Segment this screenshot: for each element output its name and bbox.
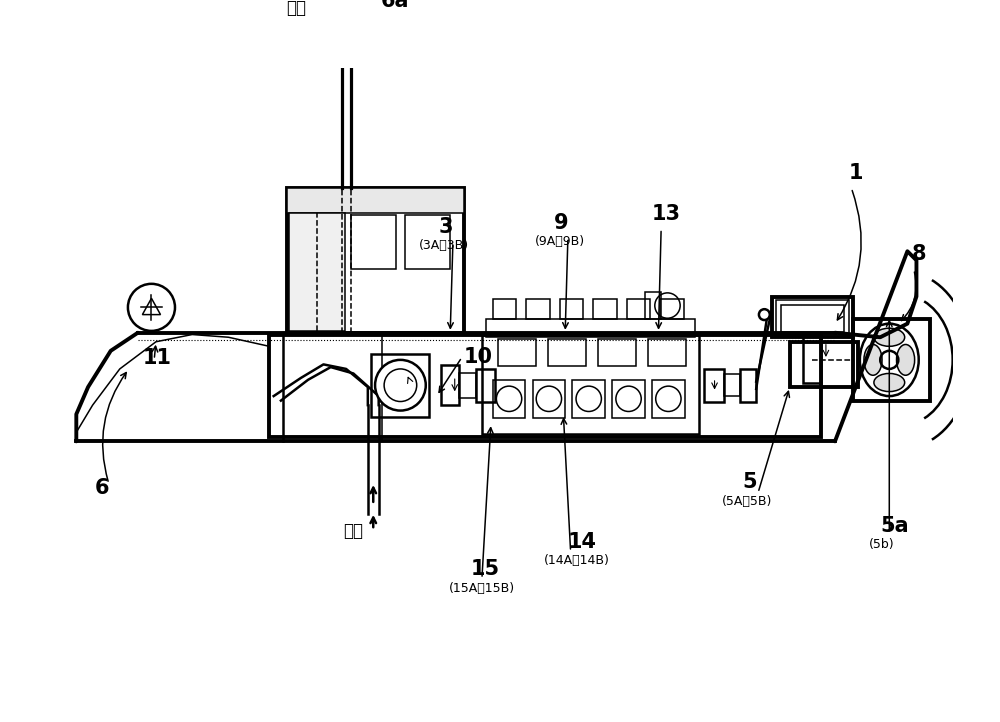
Text: (15A，15B): (15A，15B) [448,582,515,595]
Text: 1: 1 [849,162,863,183]
Text: (14A，14B): (14A，14B) [543,554,609,567]
Bar [498,339,536,366]
Bar [645,292,661,319]
Bar [790,342,858,387]
Bar [724,375,740,396]
Text: (9A，9B): (9A，9B) [534,235,585,248]
Bar [548,339,586,366]
Bar [781,305,844,332]
Bar [351,215,396,269]
Text: (3A，3B): (3A，3B) [419,240,469,253]
Bar [853,319,930,401]
Bar [371,354,429,417]
Text: 9: 9 [554,212,569,232]
Text: 15: 15 [471,560,500,579]
Bar [533,380,565,418]
Bar [289,213,345,331]
Text: 6: 6 [94,478,109,498]
Bar [493,380,525,418]
Bar [704,369,724,401]
Bar [627,299,650,319]
Text: (5b): (5b) [868,538,894,551]
Circle shape [759,309,770,320]
Text: 14: 14 [568,532,597,552]
Bar [441,365,459,405]
Bar [772,297,853,337]
Text: 3: 3 [438,217,453,237]
Bar [482,334,699,434]
Bar [493,299,516,319]
Bar [486,319,695,337]
Bar [776,300,849,334]
Bar [560,299,583,319]
Text: 11: 11 [142,349,171,368]
Text: 6a: 6a [380,0,409,11]
Bar [269,334,821,437]
Text: 海水: 海水 [343,523,363,540]
Ellipse shape [897,344,915,375]
Circle shape [338,21,354,38]
Bar [526,299,550,319]
Bar [803,333,821,383]
Bar [660,299,684,319]
Text: 喷水: 喷水 [286,0,306,17]
Ellipse shape [864,344,882,375]
Bar [339,17,353,27]
Bar [405,215,450,269]
Bar [476,369,495,401]
Bar [652,380,685,418]
Bar [740,369,756,401]
Text: 5a: 5a [880,516,909,536]
Bar [612,380,645,418]
Ellipse shape [874,373,905,391]
Bar [593,299,617,319]
Bar [287,188,464,213]
Text: (5A，5B): (5A，5B) [722,495,772,508]
Text: 8: 8 [912,244,926,264]
Bar [459,373,476,398]
Text: 5: 5 [743,472,757,492]
Bar [598,339,636,366]
Ellipse shape [874,329,905,347]
Text: 10: 10 [464,347,493,367]
Bar [648,339,686,366]
Bar [572,380,605,418]
Bar [287,188,464,333]
Text: 13: 13 [652,204,681,224]
Circle shape [375,360,426,411]
